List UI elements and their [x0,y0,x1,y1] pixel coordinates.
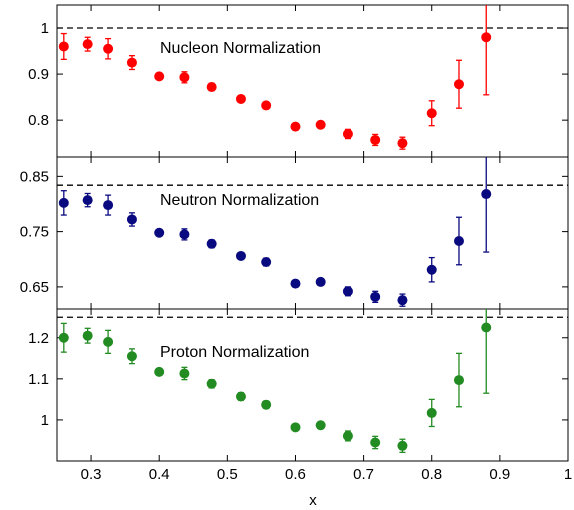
data-point [126,214,137,225]
data-point [235,93,246,104]
x-tick-label: 0.4 [149,466,170,483]
data-point [290,422,301,433]
data-point [342,286,353,297]
data-point [206,238,217,249]
data-point [315,420,326,431]
x-tick-label: 0.3 [81,466,102,483]
data-point [481,32,492,43]
data-point [179,72,190,83]
data-point [58,197,69,208]
data-point [126,351,137,362]
data-point [154,227,165,238]
x-axis-label: x [309,492,317,509]
x-tick-label: 0.8 [421,466,442,483]
y-tick-label: 1 [41,20,49,37]
panel-frame [56,156,569,310]
x-tick-label: 0.6 [285,466,306,483]
data-point [453,236,464,247]
panel-annotation: Nucleon Normalization [160,40,321,57]
data-point [481,189,492,200]
data-point [82,330,93,341]
panels-group: 0.8 0.9 1 Nucleon Normalization 0.65 0.75 0.85… [20,4,569,462]
data-point [342,128,353,139]
x-axis: 0.3 0.4 0.5 0.6 0.7 0.8 0.9 1 [81,466,573,483]
data-point [261,100,272,111]
data-point [290,278,301,289]
data-point [370,134,381,145]
data-point [82,39,93,50]
data-point [179,368,190,379]
data-point [370,437,381,448]
data-point [453,79,464,90]
data-point [235,250,246,261]
y-tick-label: 0.9 [28,66,49,83]
panel-nucleon: 0.8 0.9 1 Nucleon Normalization [28,4,569,158]
data-point [82,195,93,206]
data-point [261,399,272,410]
data-series-proton [58,309,492,454]
data-point [370,291,381,302]
data-point [315,119,326,130]
y-tick-label: 0.8 [28,112,49,129]
data-point [426,407,437,418]
data-point [58,41,69,52]
data-point [179,229,190,240]
data-point [235,391,246,402]
x-tick-label: 0.5 [217,466,238,483]
y-tick-label: 1.2 [28,330,49,347]
data-point [103,200,114,211]
data-point [397,138,408,149]
panel-neutron: 0.65 0.75 0.85 Neutron Normalization [20,156,569,310]
data-point [206,81,217,92]
panel-proton: 1 1.1 1.2 Proton Normalization [28,308,569,462]
data-point [103,336,114,347]
panel-annotation: Proton Normalization [160,344,309,361]
data-point [154,71,165,82]
data-point [342,430,353,441]
x-tick-label: 1 [564,466,572,483]
y-tick-label: 0.75 [20,224,49,241]
data-point [481,322,492,333]
panel-annotation: Neutron Normalization [160,192,319,209]
data-series-nucleon [58,5,492,150]
data-point [397,440,408,451]
data-point [126,57,137,68]
data-point [426,108,437,119]
data-point [426,264,437,275]
y-tick-label: 1.1 [28,371,49,388]
panel-frame [56,308,569,462]
data-point [103,43,114,54]
y-tick-label: 1 [41,412,49,429]
data-point [290,121,301,132]
data-point [58,332,69,343]
y-tick-label: 0.85 [20,168,49,185]
data-series-neutron [58,157,492,307]
data-point [261,257,272,268]
x-tick-label: 0.7 [353,466,374,483]
y-tick-label: 0.65 [20,279,49,296]
x-tick-label: 0.9 [489,466,510,483]
data-point [453,375,464,386]
data-point [315,276,326,287]
data-point [397,295,408,306]
data-point [206,378,217,389]
data-point [154,366,165,377]
